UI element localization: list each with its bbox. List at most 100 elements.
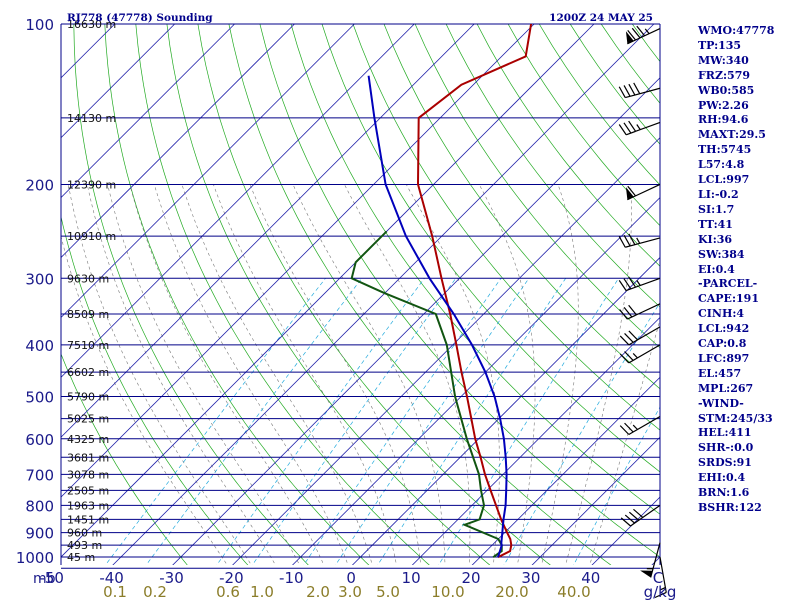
wind-barb-feather [624, 351, 634, 361]
parcel-trace [367, 75, 508, 558]
wind-barb-staff [625, 277, 661, 292]
wind-barb-staff [625, 87, 661, 99]
moist-adiabat [86, 184, 276, 565]
wind-barb-feather [618, 236, 626, 248]
wind-barb-staff [630, 504, 661, 527]
wind-barb-feather [624, 514, 635, 524]
pressure-tick-label: 700 [25, 466, 54, 484]
mixing-ratio-label: 3.0 [338, 583, 362, 600]
wind-barb-staff [628, 344, 661, 364]
sounding-index: CINH:4 [698, 307, 745, 321]
wind-barb-feather [654, 591, 667, 599]
temperature-tick-label: -30 [159, 569, 184, 587]
mixing-ratio-label: 5.0 [376, 583, 400, 600]
mixing-ratio-line [216, 278, 425, 565]
moist-adiabat [541, 184, 579, 565]
height-label: 9630 m [67, 272, 109, 285]
sounding-index: MW:340 [698, 53, 749, 67]
wind-barb-feather [628, 330, 638, 341]
pressure-tick-label: 400 [25, 337, 54, 355]
height-label: 3681 m [67, 451, 109, 464]
height-label: 14130 m [67, 112, 116, 125]
height-label: 2505 m [67, 484, 109, 497]
sounding-index: HEL:411 [698, 426, 752, 440]
wind-barb-half-feather [636, 280, 641, 286]
sounding-index: WB0:585 [698, 83, 755, 97]
height-label: 1963 m [67, 499, 109, 512]
wind-barb-feather [628, 276, 637, 288]
height-label: 8509 m [67, 308, 109, 321]
pressure-tick-label: 600 [25, 431, 54, 449]
isotherm [292, 197, 660, 565]
moist-adiabat [249, 184, 422, 565]
wind-barb-feather [624, 333, 634, 343]
height-label: 10910 m [67, 230, 116, 243]
moist-adiabat [344, 184, 471, 565]
isotherm [351, 256, 660, 565]
wind-barb [654, 556, 667, 599]
wind-barb-feather [628, 511, 640, 521]
isotherm [61, 24, 355, 318]
wind-barb-staff [625, 237, 661, 248]
temperature-tick-label: 0 [346, 569, 356, 587]
mixing-ratio-line [303, 278, 502, 565]
pressure-tick-label: 800 [25, 497, 54, 515]
sounding-index: LCL:942 [698, 322, 750, 336]
wind-barb-feather [633, 508, 644, 518]
wind-barb [618, 82, 661, 99]
sounding-index: MAXT:29.5 [698, 128, 766, 142]
mixing-ratio-label: 1.0 [250, 583, 274, 600]
wind-barb-feather [623, 278, 632, 290]
mixing-ratio-line [377, 278, 566, 565]
wind-barb-half-feather [636, 124, 641, 130]
mixing-ratio-label: 20.0 [495, 583, 528, 600]
pressure-tick-label: 200 [25, 176, 54, 194]
grid-clipped [0, 24, 660, 568]
moist-adiabat [129, 184, 325, 565]
height-label: 1451 m [67, 513, 109, 526]
mixing-ratio-label: 2.0 [306, 583, 330, 600]
chart-labels: 16630 m 14130 m 12390 m 10910 m 9630 m 8509 m… [16, 16, 677, 600]
wind-barb-feather [623, 306, 633, 318]
pressure-tick-label: 100 [25, 16, 54, 34]
mixing-ratio-line [145, 278, 363, 565]
wind-barb-half-feather [632, 353, 638, 359]
mixing-ratio-label: 40.0 [557, 583, 590, 600]
wind-barb-feather [627, 185, 636, 197]
temperature-unit-label: C [653, 569, 663, 587]
isotherm [112, 24, 655, 565]
isotherm [61, 24, 475, 438]
mixing-ratio-label: 10.0 [431, 583, 464, 600]
wind-barb-feather [624, 422, 634, 433]
chart-title: RJ778 (47778) Sounding [67, 12, 213, 24]
moist-adiabat [406, 184, 500, 565]
pressure-tick-label: 300 [25, 270, 54, 288]
wind-barb [640, 542, 661, 578]
isotherm [0, 24, 55, 568]
sounding-index: STM:245/33 [698, 411, 773, 425]
height-label: 960 m [67, 527, 102, 540]
wind-barb [618, 233, 661, 248]
temperature-tick-label: 30 [521, 569, 540, 587]
dry-adiabat [135, 24, 430, 565]
dry-adiabat [290, 24, 660, 515]
pressure-tick-label: 900 [25, 525, 54, 543]
wind-barb-staff [627, 183, 661, 201]
wind-barb-feather [623, 122, 632, 134]
isotherm [411, 316, 660, 565]
mixing-ratio-label: 0.2 [143, 583, 167, 600]
wind-barb [625, 183, 661, 201]
sounding-index: -WIND- [698, 396, 744, 410]
isotherm [61, 24, 235, 199]
dewpoint-trace [350, 230, 503, 559]
wind-barb [619, 415, 661, 436]
wind-barb-half-feather [644, 28, 650, 35]
sounding-index: CAP:0.8 [698, 337, 747, 351]
height-label: 12390 m [67, 178, 116, 191]
wind-barb [618, 276, 661, 292]
moist-adiabat [213, 184, 397, 565]
height-label: 16630 m [67, 18, 116, 31]
isotherm [471, 376, 660, 565]
wind-barb [620, 504, 661, 527]
